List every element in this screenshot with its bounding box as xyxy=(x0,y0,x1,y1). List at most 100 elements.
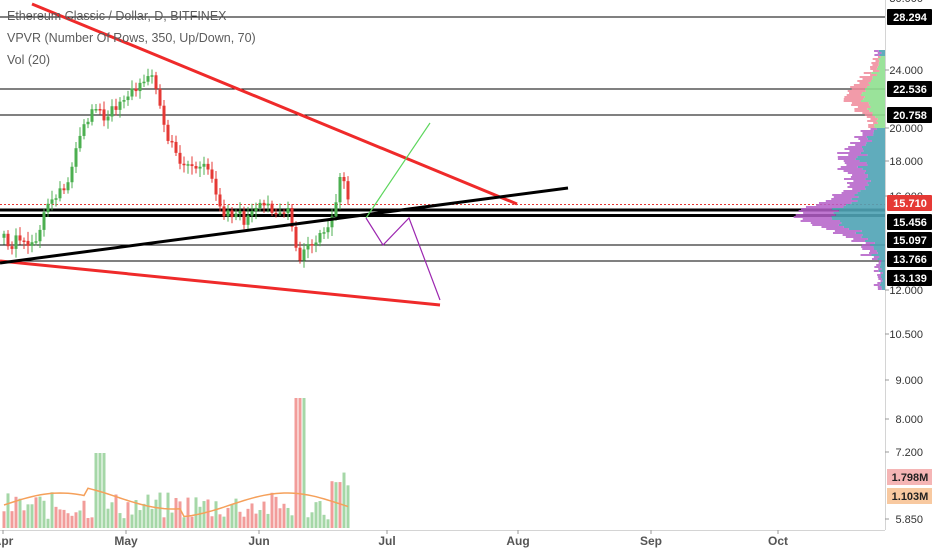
candle-body xyxy=(70,166,74,183)
volume-bar xyxy=(314,502,318,528)
price-label-text: 22.536 xyxy=(893,84,927,96)
trend-drawings[interactable] xyxy=(0,2,569,307)
candle-body xyxy=(86,121,90,125)
volume-bar xyxy=(46,518,50,528)
volume-bar xyxy=(250,503,254,528)
vpvr-row-down xyxy=(844,162,867,164)
volume-bar xyxy=(302,398,306,528)
vpvr-row-down xyxy=(840,166,858,168)
vpvr-row-up xyxy=(872,112,885,114)
vpvr-row-down xyxy=(869,250,877,252)
vpvr-row-up xyxy=(878,64,885,66)
candle-body xyxy=(10,246,14,249)
level-price-badge xyxy=(887,270,932,286)
vpvr-row-up xyxy=(835,214,885,216)
vpvr-row-up xyxy=(878,50,885,52)
candle-body xyxy=(74,148,78,167)
price-label-text: 15.456 xyxy=(893,217,927,229)
vpvr-row-down xyxy=(861,246,874,248)
symbol-title[interactable]: Ethereum Classic / Dollar, D, BITFINEX xyxy=(7,9,227,23)
candle-body xyxy=(338,177,342,203)
volume-indicator-label[interactable]: Vol (20) xyxy=(7,53,51,67)
candle-body xyxy=(118,101,122,110)
time-axis[interactable]: Apr May Jun Jul Aug Sep Oct xyxy=(0,530,885,548)
volume-bar xyxy=(226,507,230,528)
candle-body xyxy=(258,202,262,208)
vpvr-row-up xyxy=(855,158,885,160)
price-tick-label: 5.850 xyxy=(895,514,923,526)
volume-bar xyxy=(186,497,190,528)
candle-body xyxy=(310,244,314,246)
volume-bar xyxy=(222,516,226,528)
candle-body xyxy=(34,241,38,243)
vpvr-row-up xyxy=(881,274,885,276)
vpvr-row-up xyxy=(831,216,885,218)
volume-bar xyxy=(114,494,118,528)
vpvr-row-up xyxy=(872,140,885,142)
vpvr-row-up xyxy=(879,284,885,286)
vpvr-row-down xyxy=(878,278,882,280)
volume-bar xyxy=(162,517,166,528)
volume-bar xyxy=(58,509,62,528)
candle-body xyxy=(210,169,214,179)
price-tick-label: 8.000 xyxy=(895,414,923,426)
vpvr-row-down xyxy=(818,202,852,204)
candle-body xyxy=(202,163,206,167)
candle-body xyxy=(114,106,118,110)
vpvr-row-down xyxy=(854,108,868,110)
vpvr-row-down xyxy=(795,214,836,216)
vpvr-row-down xyxy=(878,262,881,264)
candle-body xyxy=(94,109,98,111)
volume-value-text: 1.798M xyxy=(892,472,929,484)
vpvr-row-down xyxy=(854,110,870,112)
vpvr-row-up xyxy=(872,76,885,78)
level-price-badge xyxy=(887,251,932,267)
vpvr-row-up xyxy=(868,82,885,84)
volume-bar xyxy=(70,515,74,528)
vpvr-row-up xyxy=(881,286,885,288)
candle-body xyxy=(198,166,202,169)
vpvr-row-down xyxy=(862,132,874,134)
vpvr-row-up xyxy=(863,98,885,100)
candle-body xyxy=(2,233,6,238)
vpvr-row-up xyxy=(870,244,885,246)
candle-body xyxy=(246,215,250,225)
vpvr-row-up xyxy=(879,60,885,62)
price-axis[interactable]: 24.00020.00018.00016.00012.00010.5009.00… xyxy=(885,0,932,530)
time-axis-label-may: May xyxy=(114,534,138,548)
price-tick-label: 9.000 xyxy=(895,375,923,387)
vpvr-row-down xyxy=(867,120,877,122)
vpvr-row-up xyxy=(857,192,885,194)
vpvr-row-down xyxy=(848,146,862,148)
price-label-text: 20.758 xyxy=(893,110,927,122)
vpvr-row-down xyxy=(870,128,877,130)
candle-body xyxy=(334,202,338,217)
vpvr-row-up xyxy=(860,100,885,102)
vpvr-row-up xyxy=(875,116,885,118)
price-tick-label: 7.200 xyxy=(895,447,923,459)
vpvr-row-down xyxy=(850,86,868,88)
volume-bar xyxy=(270,492,274,528)
volume-bar xyxy=(346,485,350,528)
vpvr-indicator-label[interactable]: VPVR (Number Of Rows, 350, Up/Down, 70) xyxy=(7,31,256,45)
vpvr-row-up xyxy=(867,86,885,88)
volume-bar xyxy=(78,510,82,528)
vpvr-row-up xyxy=(882,280,885,282)
vpvr-row-up xyxy=(877,118,885,120)
vpvr-row-down xyxy=(852,188,866,190)
volume-bar xyxy=(254,513,258,528)
vpvr-row-down xyxy=(864,114,873,116)
price-tick-label: 10.500 xyxy=(889,329,923,341)
vpvr-row-down xyxy=(837,158,856,160)
vpvr-row-down xyxy=(872,64,879,66)
vpvr-row-up xyxy=(877,122,885,124)
volume-bar xyxy=(182,517,186,528)
candle-body xyxy=(278,212,282,214)
volume-bar xyxy=(194,497,198,528)
volume-bar xyxy=(234,498,238,528)
price-tick-label: 20.000 xyxy=(889,123,923,135)
candle-body xyxy=(270,203,274,213)
vpvr-row-down xyxy=(877,288,882,290)
